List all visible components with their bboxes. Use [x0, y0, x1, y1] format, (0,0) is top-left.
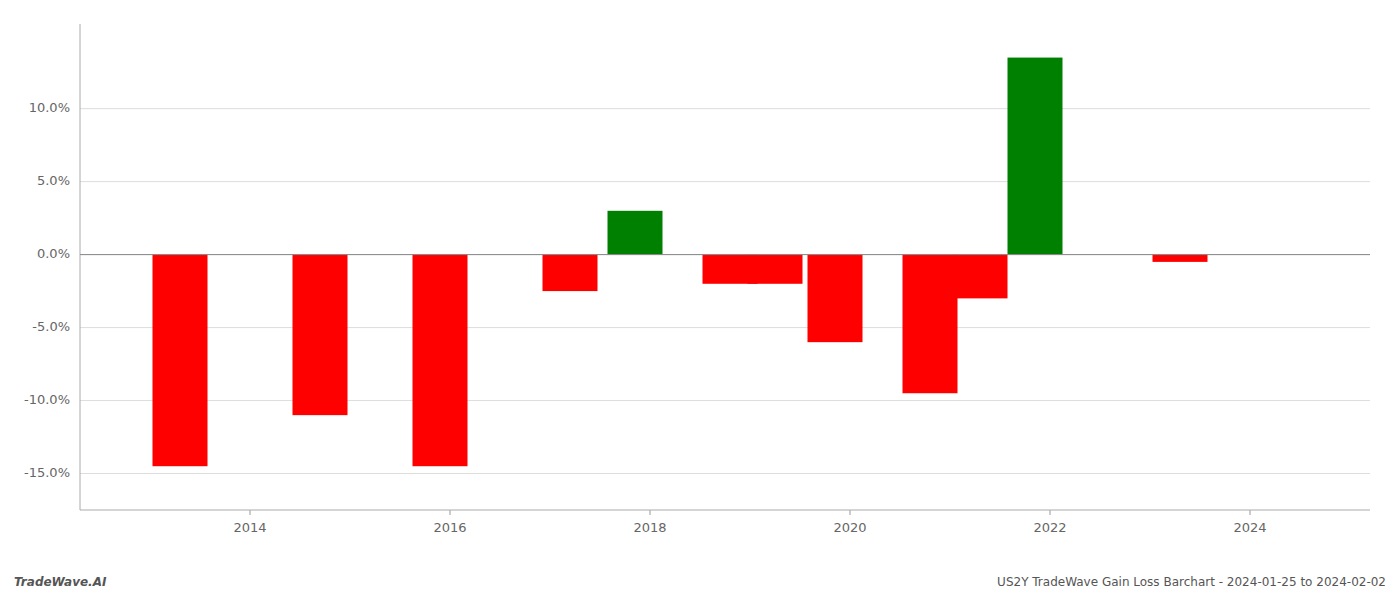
bar: [903, 255, 958, 394]
background: [0, 0, 1400, 600]
grid-line: [80, 254, 1370, 255]
bar: [748, 255, 803, 284]
bar: [953, 255, 1008, 299]
grid-line: [80, 181, 1370, 182]
bar: [1008, 58, 1063, 255]
x-tick: [850, 510, 851, 515]
y-tick-label: -10.0%: [24, 392, 70, 407]
footer-right: US2Y TradeWave Gain Loss Barchart - 2024…: [997, 575, 1386, 589]
grid-line: [80, 327, 1370, 328]
grid-line: [80, 473, 1370, 474]
grid-line: [80, 108, 1370, 109]
bar: [543, 255, 598, 291]
x-tick: [1050, 510, 1051, 515]
x-tick-label: 2022: [1033, 520, 1066, 535]
x-tick-label: 2018: [633, 520, 666, 535]
footer-left: TradeWave.AI: [14, 575, 107, 589]
x-tick: [250, 510, 251, 515]
chart: -15.0% -10.0% -5.0% 0.0% 5.0% 10.0% 2014 2016 20…: [0, 0, 1400, 600]
bar: [1153, 255, 1208, 262]
bar: [608, 211, 663, 255]
y-axis-line: [80, 24, 81, 510]
y-tick-label: 0.0%: [37, 246, 70, 261]
bar: [293, 255, 348, 416]
bar: [808, 255, 863, 343]
bar: [413, 255, 468, 467]
y-tick-label: -5.0%: [32, 319, 70, 334]
x-tick: [650, 510, 651, 515]
x-tick-label: 2024: [1233, 520, 1266, 535]
y-tick-label: 5.0%: [37, 173, 70, 188]
y-tick-label: 10.0%: [29, 100, 70, 115]
grid: [80, 109, 1370, 474]
zero-line: [80, 254, 1370, 255]
x-tick: [1250, 510, 1251, 515]
y-tick-label: -15.0%: [24, 465, 70, 480]
x-tick-label: 2016: [433, 520, 466, 535]
x-tick: [450, 510, 451, 515]
bars: [153, 58, 1208, 467]
grid-line: [80, 400, 1370, 401]
x-axis-line: [80, 510, 1370, 511]
bar: [153, 255, 208, 467]
axes: -15.0% -10.0% -5.0% 0.0% 5.0% 10.0% 2014 2016 20…: [24, 24, 1370, 535]
x-tick-label: 2020: [833, 520, 866, 535]
x-tick-label: 2014: [233, 520, 266, 535]
chart-container: -15.0% -10.0% -5.0% 0.0% 5.0% 10.0% 2014 2016 20…: [0, 0, 1400, 600]
